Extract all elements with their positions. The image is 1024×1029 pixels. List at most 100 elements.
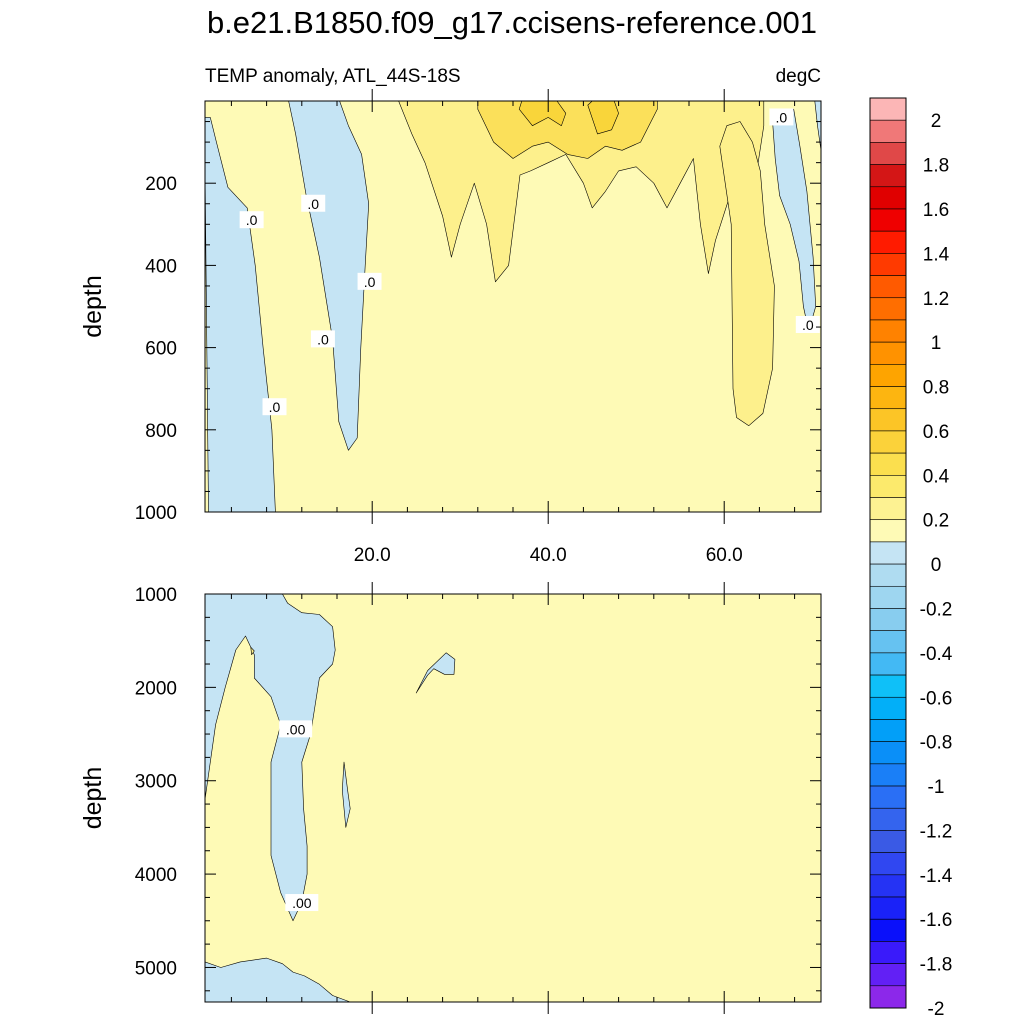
colorbar-label: -0.2 bbox=[920, 599, 953, 620]
y-tick-label: 600 bbox=[145, 339, 177, 360]
y-tick-label: 4000 bbox=[135, 865, 177, 886]
panel-lower: .00 .00 1000 2000 3000 4000 5000 depth bbox=[79, 582, 822, 1014]
colorbar-swatch bbox=[869, 230, 907, 254]
contour-regions bbox=[205, 101, 821, 512]
colorbar-swatch bbox=[869, 918, 907, 942]
colorbar-label: 0.8 bbox=[923, 378, 949, 399]
colorbar-label: 0.6 bbox=[923, 422, 949, 443]
colorbar-label: -0.8 bbox=[920, 733, 953, 754]
colorbar-swatch bbox=[869, 719, 907, 742]
contour-region bbox=[587, 101, 619, 135]
contour-region bbox=[342, 761, 351, 828]
colorbar-frame bbox=[869, 97, 907, 1009]
colorbar-label: 2 bbox=[931, 111, 942, 132]
panel-upper: .0 .0 .0 .0 .0 .0 .0 200 400 600 800 1000 20.0 40.0 60… bbox=[79, 89, 822, 566]
colorbar-swatch bbox=[869, 364, 907, 387]
x-tick-label: 20.0 bbox=[354, 545, 391, 566]
colorbar-swatch bbox=[869, 985, 907, 1009]
y-tick-label: 1000 bbox=[135, 503, 177, 524]
contour-label-box bbox=[769, 108, 794, 126]
colorbar-label: -1.6 bbox=[920, 910, 953, 931]
contour-label-box bbox=[279, 720, 313, 738]
contour-label: .0 bbox=[269, 399, 281, 415]
colorbar-swatch bbox=[869, 119, 907, 143]
colorbar-label: 0 bbox=[931, 555, 942, 576]
colorbar-swatch bbox=[869, 608, 907, 631]
colorbar-swatch bbox=[869, 785, 907, 809]
contour-label-box bbox=[795, 315, 820, 333]
contour-regions bbox=[205, 594, 456, 1002]
colorbar-swatch bbox=[869, 319, 907, 343]
colorbar-swatch bbox=[869, 519, 907, 543]
y-tick-label: 5000 bbox=[135, 958, 177, 979]
colorbar-label: 1 bbox=[931, 333, 942, 354]
contour-region bbox=[415, 652, 456, 694]
colorbar-label: 0.4 bbox=[923, 466, 950, 487]
colorbar-swatch bbox=[869, 941, 907, 964]
figure-title: b.e21.B1850.f09_g17.ccisens-reference.00… bbox=[207, 5, 817, 40]
colorbar-label: 1.6 bbox=[923, 200, 949, 221]
subtitle-left: TEMP anomaly, ATL_44S-18S bbox=[205, 66, 461, 87]
contour-label: .0 bbox=[776, 109, 788, 125]
x-tick-label: 40.0 bbox=[530, 545, 567, 566]
colorbar-swatch bbox=[869, 430, 907, 454]
colorbar-swatch bbox=[869, 142, 907, 165]
contour-region bbox=[250, 646, 255, 655]
colorbar-swatch bbox=[869, 674, 907, 698]
colorbar-swatch bbox=[869, 741, 907, 765]
contour-label: .0 bbox=[802, 317, 814, 333]
colorbar-swatch bbox=[869, 253, 907, 276]
contour-label: .00 bbox=[286, 721, 306, 737]
colorbar-swatch bbox=[869, 475, 907, 498]
colorbar-swatch bbox=[869, 452, 907, 476]
colorbar-label: -1.2 bbox=[920, 821, 953, 842]
colorbar-swatch bbox=[869, 652, 907, 676]
colorbar-swatch bbox=[869, 275, 907, 299]
colorbar-swatch bbox=[869, 208, 907, 232]
colorbar-label: 1.8 bbox=[923, 156, 949, 177]
colorbar-swatch bbox=[869, 585, 907, 609]
contour-label-box bbox=[239, 211, 264, 229]
colorbar-swatch bbox=[869, 386, 907, 410]
colorbar-swatch bbox=[869, 341, 907, 365]
contour-region bbox=[719, 121, 775, 426]
colorbar-swatch bbox=[869, 408, 907, 432]
contour-label-box bbox=[301, 194, 326, 212]
contour-label-box bbox=[285, 894, 319, 912]
colorbar-label: -0.4 bbox=[920, 644, 953, 665]
y-tick-label: 3000 bbox=[135, 772, 177, 793]
contour-label: .00 bbox=[292, 895, 312, 911]
colorbar-swatch bbox=[869, 830, 907, 853]
colorbar-swatch bbox=[869, 696, 907, 720]
contour-label: .0 bbox=[246, 212, 258, 228]
colorbar-swatch bbox=[869, 97, 907, 121]
axis-ticks bbox=[205, 89, 821, 524]
subtitle-right: degC bbox=[776, 66, 821, 87]
colorbar-swatch bbox=[869, 896, 907, 920]
colorbar-swatch bbox=[869, 164, 907, 188]
contour-label: .0 bbox=[364, 274, 376, 290]
colorbar-swatch bbox=[869, 963, 907, 987]
panels: .0 .0 .0 .0 .0 .0 .0 200 400 600 800 1000 20.0 40.0 60… bbox=[79, 89, 822, 1014]
colorbar-swatch bbox=[869, 852, 907, 876]
colorbar-swatch bbox=[869, 186, 907, 210]
contour-region bbox=[518, 101, 567, 126]
y-tick-label: 2000 bbox=[135, 678, 177, 699]
colorbar-label: -1.8 bbox=[920, 955, 953, 976]
colorbar-swatch bbox=[869, 563, 907, 587]
contour-label-box bbox=[310, 330, 335, 348]
x-tick-label: 60.0 bbox=[706, 545, 743, 566]
axis-ticks bbox=[205, 582, 821, 1014]
contour-region bbox=[205, 117, 276, 512]
colorbar-swatch bbox=[869, 763, 907, 787]
y-axis-label: depth bbox=[79, 767, 107, 830]
colorbar-label: -1 bbox=[928, 777, 945, 798]
colorbar-label: 1.2 bbox=[923, 289, 949, 310]
colorbar-label: -2 bbox=[928, 999, 945, 1020]
colorbar-swatch bbox=[869, 630, 907, 654]
colorbar: 2 1.8 1.6 1.4 1.2 1 0.8 0.6 0.4 0.2 0 -0.2 -0.4 -0.6 -… bbox=[869, 97, 953, 1020]
colorbar-label: 0.2 bbox=[923, 511, 949, 532]
colorbar-swatch bbox=[869, 807, 907, 831]
